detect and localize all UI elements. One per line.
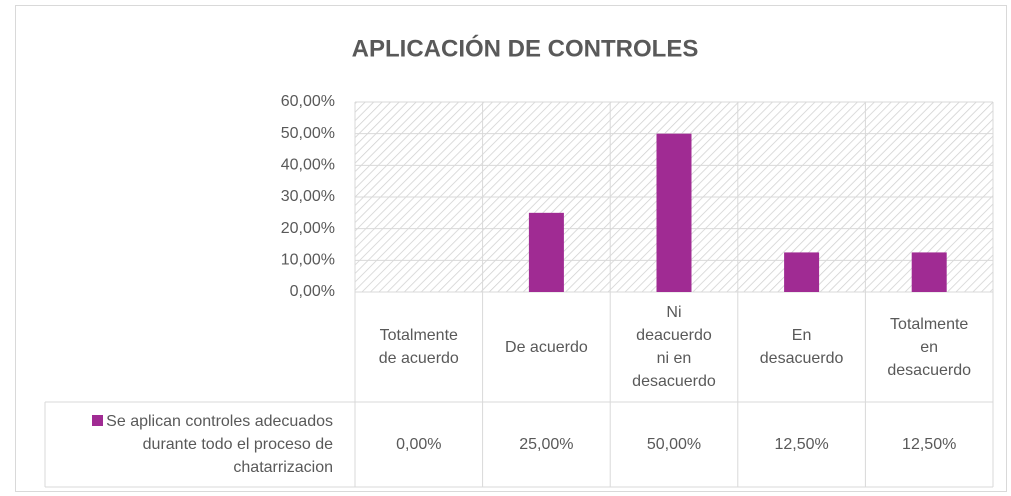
legend-label: Se aplican controles adecuados durante t… xyxy=(106,413,333,476)
category-label: De acuerdo xyxy=(505,338,588,356)
y-tick-label: 10,00% xyxy=(281,252,335,269)
bar xyxy=(528,212,564,292)
bar xyxy=(911,252,947,292)
data-table-value: 12,50% xyxy=(902,436,957,453)
y-tick-label: 0,00% xyxy=(290,283,335,300)
category-label: En desacuerdo xyxy=(759,327,844,367)
data-table-value: 0,00% xyxy=(396,436,442,453)
y-tick-label: 40,00% xyxy=(281,157,335,174)
data-table-value: 25,00% xyxy=(519,436,574,453)
y-tick-label: 60,00% xyxy=(281,93,335,110)
bar xyxy=(784,252,820,292)
legend-cell: Se aplican controles adecuados durante t… xyxy=(45,402,355,487)
category-label: Totalmente de acuerdo xyxy=(378,327,459,367)
category-label: Totalmente en desacuerdo xyxy=(887,315,971,379)
legend-entry: Se aplican controles adecuados durante t… xyxy=(59,410,333,479)
data-table-value: 12,50% xyxy=(774,436,829,453)
y-tick-label: 30,00% xyxy=(281,188,335,205)
y-tick-label: 50,00% xyxy=(281,125,335,142)
y-tick-label: 20,00% xyxy=(281,220,335,237)
category-label: Ni deacuerdo ni en desacuerdo xyxy=(632,304,716,390)
legend-swatch xyxy=(92,415,104,426)
chart-title: APLICACIÓN DE CONTROLES xyxy=(352,34,699,62)
bar xyxy=(656,133,692,292)
data-table-value: 50,00% xyxy=(646,436,702,453)
